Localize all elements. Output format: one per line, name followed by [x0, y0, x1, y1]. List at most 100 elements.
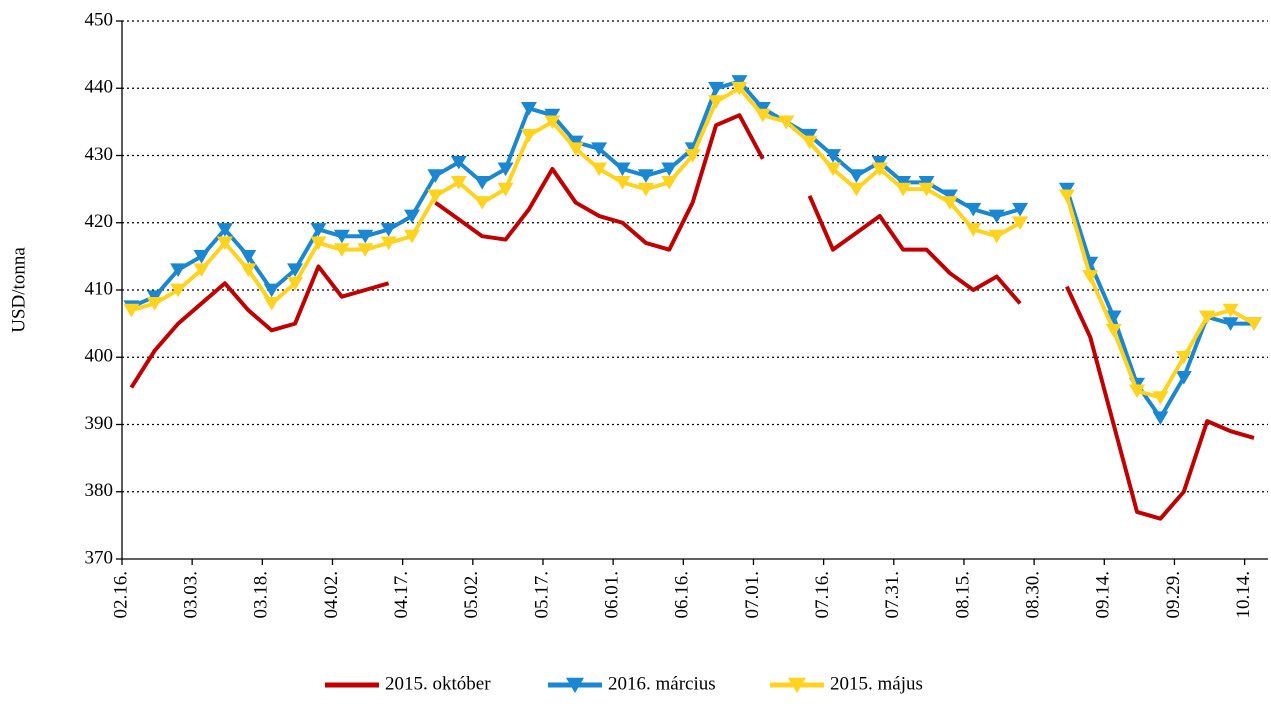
- marker: [801, 135, 818, 150]
- series-line: [1065, 285, 1255, 521]
- marker: [1222, 317, 1239, 331]
- marker: [871, 162, 888, 177]
- y-tick-label: 400: [85, 346, 114, 367]
- marker: [240, 249, 257, 264]
- y-tick-label: 380: [85, 480, 114, 501]
- x-tick-label: 03.18.: [251, 571, 272, 619]
- marker: [567, 142, 584, 156]
- series-line: [1064, 195, 1255, 400]
- series-line: [807, 195, 1022, 305]
- marker: [614, 176, 631, 190]
- marker: [380, 236, 397, 251]
- legend-item: 2015. október: [325, 673, 491, 694]
- marker: [240, 263, 257, 278]
- marker: [427, 169, 444, 183]
- legend-label: 2016. március: [608, 673, 716, 694]
- series-line: [129, 264, 390, 389]
- series-line: [434, 113, 765, 252]
- x-tick-label: 02.16.: [110, 571, 131, 619]
- marker: [146, 297, 163, 311]
- marker: [988, 229, 1005, 244]
- legend-marker: [788, 677, 806, 694]
- marker: [684, 149, 701, 163]
- marker: [637, 169, 654, 183]
- marker: [450, 155, 467, 170]
- y-tick-label: 410: [85, 278, 114, 299]
- x-tick-label: 06.01.: [602, 571, 623, 619]
- marker: [544, 115, 561, 130]
- marker: [637, 182, 654, 197]
- marker: [965, 223, 982, 237]
- marker: [1105, 310, 1122, 325]
- marker: [520, 102, 537, 116]
- marker: [778, 115, 795, 130]
- x-tick-label: 09.29.: [1163, 571, 1184, 619]
- marker: [591, 142, 608, 156]
- marker: [404, 229, 421, 244]
- series-line: [1064, 188, 1254, 420]
- marker: [520, 128, 537, 143]
- marker: [497, 182, 514, 197]
- marker: [263, 297, 280, 311]
- y-tick-label: 370: [85, 547, 114, 568]
- legend-label: 2015. október: [385, 673, 491, 694]
- marker: [895, 182, 912, 197]
- legend-item: 2016. március: [548, 673, 716, 694]
- marker: [824, 162, 841, 177]
- marker: [310, 236, 327, 251]
- marker: [216, 223, 233, 237]
- x-tick-label: 06.16.: [672, 571, 693, 619]
- marker: [497, 162, 514, 177]
- marker: [754, 108, 771, 123]
- marker: [941, 196, 958, 210]
- x-tick-label: 10.14.: [1233, 571, 1254, 619]
- marker: [1199, 310, 1216, 325]
- x-tick-label: 05.02.: [461, 571, 482, 619]
- x-tick-label: 05.17.: [531, 571, 552, 619]
- marker: [848, 182, 865, 197]
- y-tick-label: 450: [85, 9, 114, 30]
- marker: [708, 81, 725, 96]
- marker: [333, 243, 350, 257]
- marker: [731, 81, 748, 96]
- marker: [591, 162, 608, 177]
- marker: [1222, 303, 1239, 318]
- marker: [1012, 202, 1029, 217]
- marker: [380, 223, 397, 237]
- marker: [1175, 371, 1192, 385]
- marker: [170, 283, 187, 298]
- legend-marker: [566, 677, 584, 694]
- marker: [1175, 350, 1192, 365]
- marker: [474, 196, 491, 210]
- y-tick-label: 390: [85, 413, 114, 434]
- x-tick-label: 07.31.: [882, 571, 903, 619]
- marker: [918, 182, 935, 197]
- y-tick-label: 440: [85, 77, 114, 98]
- marker: [357, 229, 374, 244]
- marker: [1152, 391, 1169, 405]
- marker: [661, 176, 678, 190]
- marker: [1012, 216, 1029, 230]
- series-line: [130, 79, 1021, 309]
- marker: [708, 95, 725, 109]
- legend-item: 2015. május: [770, 673, 923, 694]
- x-tick-label: 04.17.: [391, 571, 412, 619]
- marker: [661, 162, 678, 177]
- marker: [310, 223, 327, 237]
- y-axis-label: USD/tonna: [8, 247, 29, 333]
- marker: [357, 243, 374, 257]
- marker: [170, 263, 187, 278]
- marker: [1082, 270, 1099, 284]
- marker: [988, 209, 1005, 224]
- marker: [1129, 384, 1146, 399]
- marker: [193, 249, 210, 264]
- marker: [193, 263, 210, 278]
- marker: [848, 169, 865, 183]
- marker: [824, 149, 841, 163]
- marker: [333, 229, 350, 244]
- x-tick-label: 03.03.: [181, 571, 202, 619]
- y-tick-label: 420: [85, 211, 114, 232]
- marker: [1245, 317, 1262, 331]
- marker: [287, 276, 304, 291]
